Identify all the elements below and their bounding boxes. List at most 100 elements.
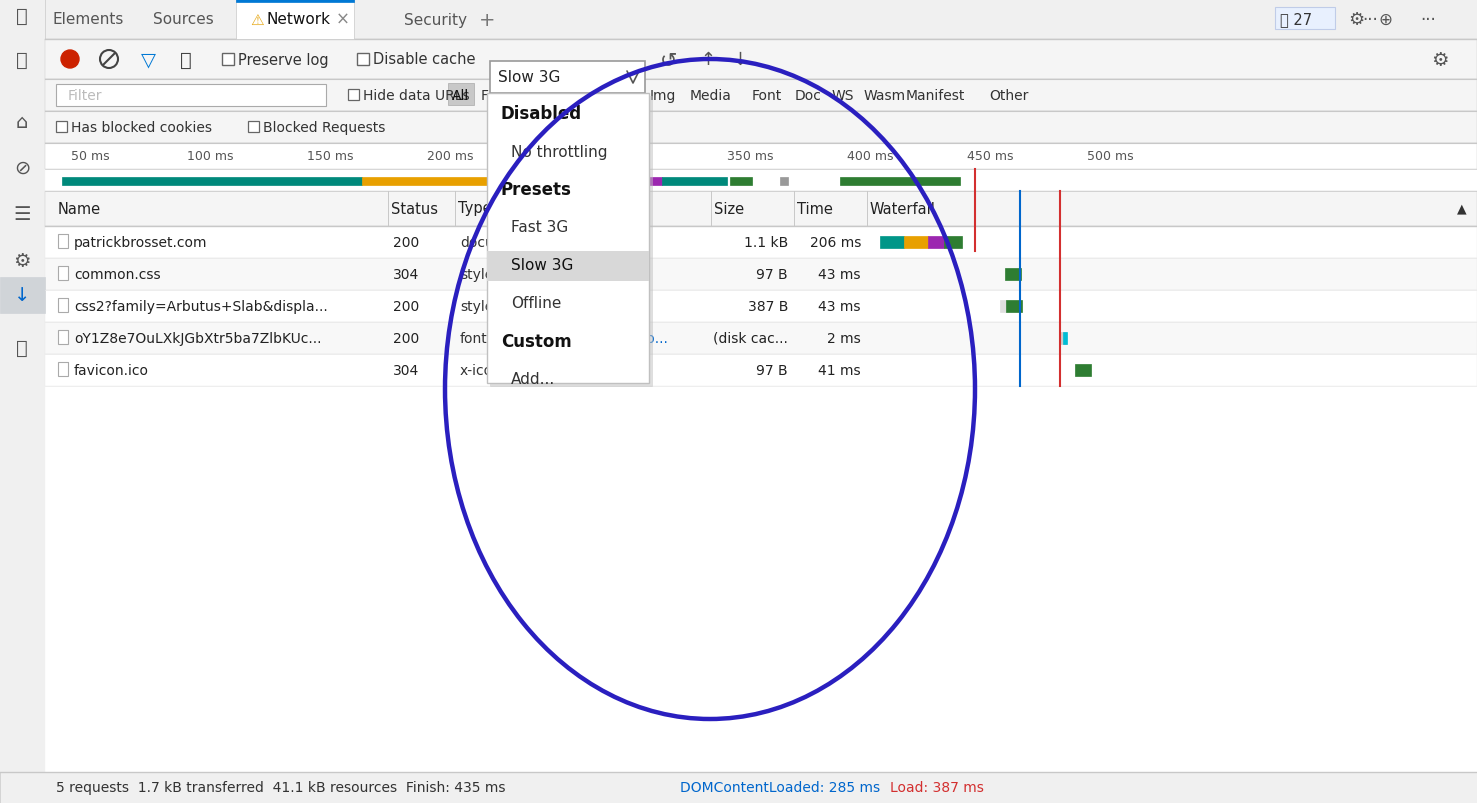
Bar — [44, 259, 1477, 291]
Bar — [236, 0, 354, 3]
Text: Presets: Presets — [501, 181, 572, 199]
Bar — [487, 94, 648, 384]
Bar — [1006, 300, 1022, 312]
Text: ▽: ▽ — [140, 51, 155, 69]
Bar — [1075, 365, 1092, 377]
Text: 5 requests  1.7 kB transferred  41.1 kB resources  Finish: 435 ms: 5 requests 1.7 kB transferred 41.1 kB re… — [56, 780, 505, 794]
Bar — [1275, 8, 1335, 30]
Text: Elements: Elements — [52, 13, 124, 27]
Text: ⊘: ⊘ — [13, 158, 30, 177]
Bar — [44, 192, 1477, 226]
Text: (index): (index) — [538, 300, 586, 314]
Text: WS: WS — [832, 89, 855, 103]
Bar — [357, 54, 369, 66]
Text: All: All — [452, 89, 470, 103]
Bar — [0, 0, 44, 803]
Text: 43 ms: 43 ms — [818, 267, 861, 282]
Text: Disabled: Disabled — [501, 105, 582, 123]
Bar — [928, 237, 944, 249]
Text: favicon.ico: favicon.ico — [74, 364, 149, 377]
Bar — [730, 177, 752, 185]
Text: Preserve log: Preserve log — [238, 52, 328, 67]
Bar — [58, 299, 68, 312]
Bar — [56, 122, 66, 132]
Text: Media: Media — [690, 89, 733, 103]
Text: 41 ms: 41 ms — [818, 364, 861, 377]
Bar — [56, 85, 326, 107]
Text: stylesheet: stylesheet — [459, 300, 532, 314]
Circle shape — [61, 51, 78, 69]
Text: Fast 3G: Fast 3G — [511, 220, 569, 235]
Text: font: font — [459, 332, 487, 345]
Text: 304: 304 — [393, 364, 419, 377]
Bar — [236, 0, 354, 40]
Text: 206 ms: 206 ms — [809, 236, 861, 250]
Text: Doc: Doc — [795, 89, 821, 103]
Text: 450 ms: 450 ms — [967, 150, 1013, 163]
Text: Img: Img — [650, 89, 676, 103]
Text: 43 ms: 43 ms — [818, 300, 861, 314]
Bar — [44, 386, 1477, 772]
Text: Manifest: Manifest — [905, 89, 966, 103]
Text: ⌂: ⌂ — [16, 112, 28, 132]
Bar — [490, 97, 651, 386]
Bar — [58, 234, 68, 249]
Bar — [840, 177, 960, 185]
Text: Offline: Offline — [511, 296, 561, 311]
Text: Type: Type — [458, 202, 492, 216]
Text: 2 ms: 2 ms — [827, 332, 861, 345]
Bar — [0, 278, 44, 314]
Text: ☰: ☰ — [13, 206, 31, 224]
Text: Disable cache: Disable cache — [374, 52, 476, 67]
Bar — [44, 144, 1477, 169]
Text: Has blocked cookies: Has blocked cookies — [71, 120, 213, 135]
Text: Font: Font — [752, 89, 783, 103]
Bar — [44, 80, 1477, 112]
Text: ▲: ▲ — [1458, 202, 1467, 215]
Text: Custom: Custom — [501, 332, 572, 351]
Text: ⛶: ⛶ — [16, 6, 28, 26]
Text: Waterfall: Waterfall — [870, 202, 936, 216]
Text: Network: Network — [266, 13, 329, 27]
Text: oY1Z8e7OuLXkJGbXtr5ba7ZlbKUc...: oY1Z8e7OuLXkJGbXtr5ba7ZlbKUc... — [74, 332, 322, 345]
Bar — [44, 226, 1477, 259]
Text: 200: 200 — [393, 300, 419, 314]
Bar — [44, 112, 1477, 144]
Text: css2?family=Arbutus+Slab&displa...: css2?family=Arbutus+Slab&displa... — [74, 300, 328, 314]
Bar — [662, 177, 727, 185]
Text: ↑: ↑ — [700, 51, 715, 69]
Text: F: F — [482, 89, 489, 103]
Text: x-icon: x-icon — [459, 364, 502, 377]
Text: Initiator: Initiator — [536, 202, 594, 216]
Text: 150 ms: 150 ms — [307, 150, 353, 163]
Text: 500 ms: 500 ms — [1087, 150, 1133, 163]
Bar — [0, 772, 1477, 803]
Bar — [904, 237, 928, 249]
Text: (index): (index) — [538, 267, 586, 282]
Bar — [487, 251, 648, 282]
Bar — [1000, 300, 1006, 312]
Text: css2?family=Arb...: css2?family=Arb... — [538, 332, 668, 345]
Text: 200: 200 — [393, 236, 419, 250]
Bar — [944, 237, 962, 249]
Text: 200: 200 — [393, 332, 419, 345]
Text: Add...: Add... — [511, 372, 555, 387]
Text: 97 B: 97 B — [756, 364, 789, 377]
Text: Blocked Requests: Blocked Requests — [263, 120, 385, 135]
Text: Other: Other — [538, 364, 578, 377]
Text: ⚙: ⚙ — [1431, 51, 1449, 69]
Text: No throttling: No throttling — [511, 145, 607, 159]
Text: ↓: ↓ — [13, 286, 30, 305]
Text: Slow 3G: Slow 3G — [498, 71, 560, 85]
Bar — [448, 84, 474, 106]
Text: +: + — [479, 10, 495, 30]
Text: ×: × — [335, 11, 350, 29]
Bar — [44, 40, 1477, 80]
Bar — [222, 54, 233, 66]
Text: Name: Name — [58, 202, 100, 216]
Text: common.css: common.css — [74, 267, 161, 282]
Bar — [780, 177, 789, 185]
Text: ms: ms — [620, 150, 640, 163]
Bar — [44, 355, 1477, 386]
Bar — [490, 62, 645, 94]
